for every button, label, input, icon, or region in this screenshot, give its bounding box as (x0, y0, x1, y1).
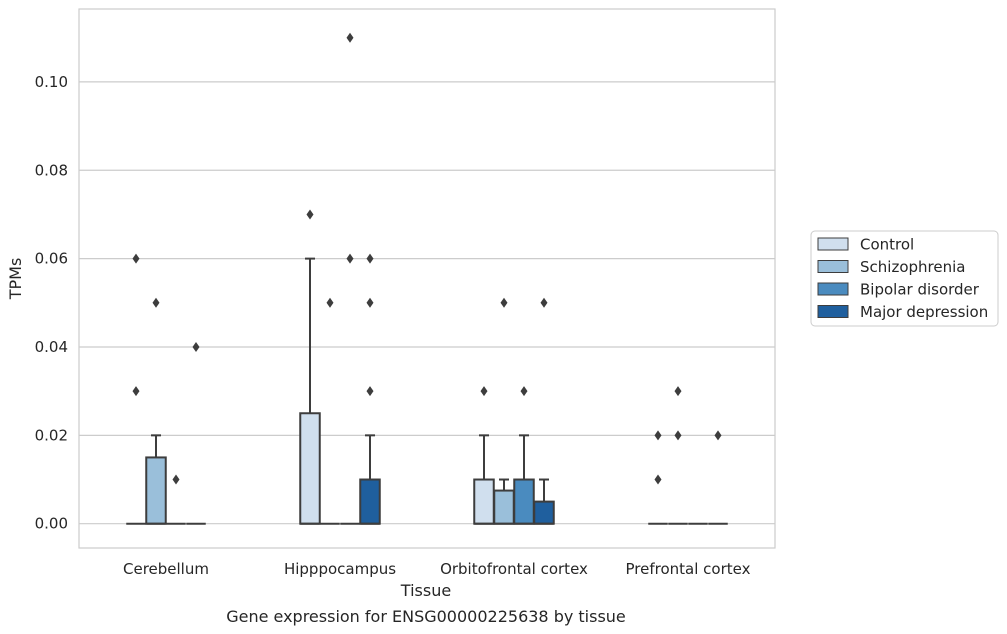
outlier-point (654, 430, 662, 441)
box-major-depression (708, 430, 728, 525)
box-schizophrenia (668, 386, 688, 525)
outlier-point (480, 386, 488, 397)
y-tick-label: 0.06 (35, 250, 68, 268)
box-iqr (493, 489, 515, 525)
outlier-point (366, 386, 374, 397)
x-axis-label: Tissue (400, 581, 451, 600)
outlier-point (326, 297, 334, 308)
legend-frame (810, 230, 999, 327)
box-iqr (513, 478, 535, 525)
outlier-point (132, 253, 140, 264)
box-bipolar-disorder (166, 474, 186, 525)
legend: Control Schizophrenia Bipolar disorder Majo… (810, 230, 999, 327)
box-major-depression (359, 253, 381, 525)
box-schizophrenia (320, 297, 340, 525)
outlier-point (540, 297, 548, 308)
outlier-point (654, 474, 662, 485)
box-iqr (145, 456, 167, 525)
outlier-point (714, 430, 722, 441)
legend-swatch (817, 305, 849, 318)
outlier-point (152, 297, 160, 308)
chart-caption: Gene expression for ENSG00000225638 by t… (226, 607, 626, 626)
x-tick-label: Orbitofrontal cortex (440, 560, 588, 578)
y-axis-label: TPMs (6, 258, 25, 301)
box-iqr (533, 500, 555, 525)
y-tick-labels: 0.00 0.02 0.04 0.06 0.08 0.10 (35, 73, 68, 533)
box-iqr (359, 478, 381, 525)
plot-frame (78, 8, 776, 549)
box-schizophrenia (145, 297, 167, 525)
box-major-depression (533, 297, 555, 525)
outlier-point (674, 386, 682, 397)
y-tick-label: 0.02 (35, 426, 68, 444)
box-iqr (299, 412, 321, 525)
outlier-point (132, 386, 140, 397)
y-tick-label: 0.08 (35, 161, 68, 179)
box-control (473, 386, 495, 525)
box-iqr (473, 478, 495, 525)
outlier-point (500, 297, 508, 308)
outlier-point (306, 209, 314, 220)
x-tick-label: Cerebellum (123, 560, 209, 578)
gridlines (79, 81, 775, 525)
outlier-point (192, 341, 200, 352)
x-tick-labels: Cerebellum Hipppocampus Orbitofrontal cort… (123, 560, 751, 578)
legend-label: Major depression (860, 303, 988, 321)
y-tick-label: 0.04 (35, 338, 68, 356)
outlier-point (346, 32, 354, 43)
box-groups (126, 32, 728, 525)
y-tick-label: 0.10 (35, 73, 68, 91)
box-major-depression (186, 341, 206, 525)
box-bipolar-disorder (513, 386, 535, 525)
box-control (126, 253, 146, 525)
legend-label: Schizophrenia (860, 258, 965, 276)
x-tick-label: Prefrontal cortex (626, 560, 751, 578)
box-control (648, 430, 668, 525)
legend-label: Bipolar disorder (860, 281, 980, 299)
box-schizophrenia (493, 297, 515, 525)
outlier-point (366, 253, 374, 264)
outlier-point (172, 474, 180, 485)
outlier-point (346, 253, 354, 264)
x-tick-label: Hipppocampus (284, 560, 396, 578)
y-tick-label: 0.00 (35, 515, 68, 533)
legend-swatch (817, 260, 849, 273)
outlier-point (674, 430, 682, 441)
box-control (299, 209, 321, 525)
legend-swatch (817, 237, 849, 251)
box-bipolar-disorder (340, 32, 360, 525)
outlier-point (520, 386, 528, 397)
legend-swatch (817, 282, 849, 296)
legend-label: Control (860, 236, 914, 254)
outlier-point (366, 297, 374, 308)
